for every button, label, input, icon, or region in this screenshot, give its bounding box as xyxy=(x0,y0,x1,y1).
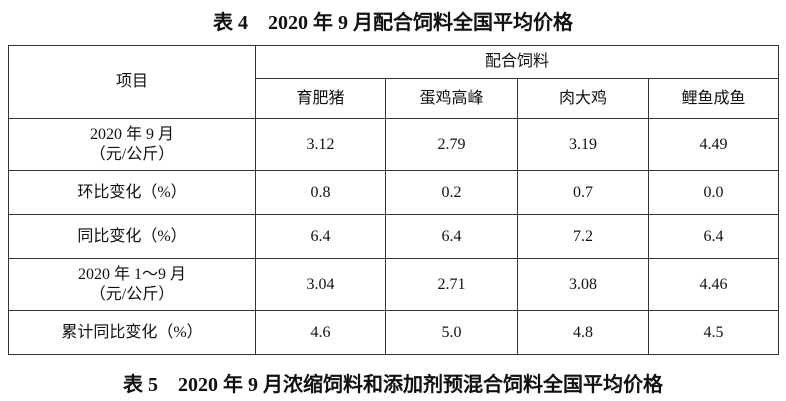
data-row: 环比变化（%） 0.8 0.2 0.7 0.0 xyxy=(8,170,780,215)
row-label-line: （元/公斤） xyxy=(89,145,175,163)
price-cell: 4.8 xyxy=(517,310,649,355)
next-table-title: 表 5 2020 年 9 月浓缩饲料和添加剂预混合饲料全国平均价格 xyxy=(123,374,663,396)
price-cell: 0.8 xyxy=(255,170,386,215)
data-row: 累计同比变化（%） 4.6 5.0 4.8 4.5 xyxy=(8,310,780,355)
row-label-line: 累计同比变化（%） xyxy=(61,323,203,341)
price-cell: 4.49 xyxy=(647,118,780,171)
row-label-line: 2020 年 9 月 xyxy=(89,125,174,143)
table-body: 项目 配合饲料 育肥猪 蛋鸡高峰 肉大鸡 鲤鱼成鱼 2020 年 9 月 （元/公… xyxy=(8,45,780,355)
table-title: 表 4 2020 年 9 月配合饲料全国平均价格 xyxy=(213,12,573,34)
row-label: 2020 年 1～9 月 （元/公斤） xyxy=(8,258,256,311)
header-item: 项目 xyxy=(8,45,256,119)
header-group: 配合饲料 xyxy=(254,45,780,79)
price-table: 项目 配合饲料 育肥猪 蛋鸡高峰 肉大鸡 鲤鱼成鱼 2020 年 9 月 （元/公… xyxy=(8,45,780,355)
price-cell: 2.71 xyxy=(385,258,518,311)
price-cell: 0.2 xyxy=(385,170,518,215)
price-cell: 6.4 xyxy=(255,214,386,259)
price-cell: 3.19 xyxy=(517,118,649,171)
header-row: 项目 配合饲料 xyxy=(8,45,780,119)
price-cell: 4.46 xyxy=(647,258,780,311)
price-cell: 0.0 xyxy=(647,170,780,215)
data-row: 2020 年 1～9 月 （元/公斤） 3.04 2.71 3.08 4.46 xyxy=(8,258,780,311)
row-label: 同比变化（%） xyxy=(8,214,256,259)
price-cell: 0.7 xyxy=(517,170,649,215)
column-header: 蛋鸡高峰 xyxy=(385,78,518,119)
column-header: 育肥猪 xyxy=(255,78,386,119)
price-cell: 4.5 xyxy=(647,310,780,355)
row-label: 环比变化（%） xyxy=(8,170,256,215)
row-label-line: 环比变化（%） xyxy=(77,183,187,201)
price-cell: 6.4 xyxy=(647,214,780,259)
row-label-line: （元/公斤） xyxy=(89,285,175,303)
row-label: 累计同比变化（%） xyxy=(8,310,256,355)
data-row: 同比变化（%） 6.4 6.4 7.2 6.4 xyxy=(8,214,780,259)
price-cell: 4.6 xyxy=(255,310,386,355)
row-label-line: 2020 年 1～9 月 xyxy=(77,265,186,283)
price-cell: 5.0 xyxy=(385,310,518,355)
price-cell: 3.04 xyxy=(255,258,386,311)
data-row: 2020 年 9 月 （元/公斤） 3.12 2.79 3.19 4.49 xyxy=(8,118,780,171)
header-row: 育肥猪 蛋鸡高峰 肉大鸡 鲤鱼成鱼 xyxy=(9,78,780,119)
price-cell: 6.4 xyxy=(385,214,518,259)
price-cell: 3.08 xyxy=(517,258,649,311)
price-cell: 2.79 xyxy=(385,118,518,171)
row-label-line: 同比变化（%） xyxy=(77,227,187,245)
price-cell: 3.12 xyxy=(255,118,386,171)
row-label: 2020 年 9 月 （元/公斤） xyxy=(8,118,256,171)
price-cell: 7.2 xyxy=(517,214,649,259)
column-header: 肉大鸡 xyxy=(517,78,649,119)
column-header: 鲤鱼成鱼 xyxy=(647,78,780,119)
